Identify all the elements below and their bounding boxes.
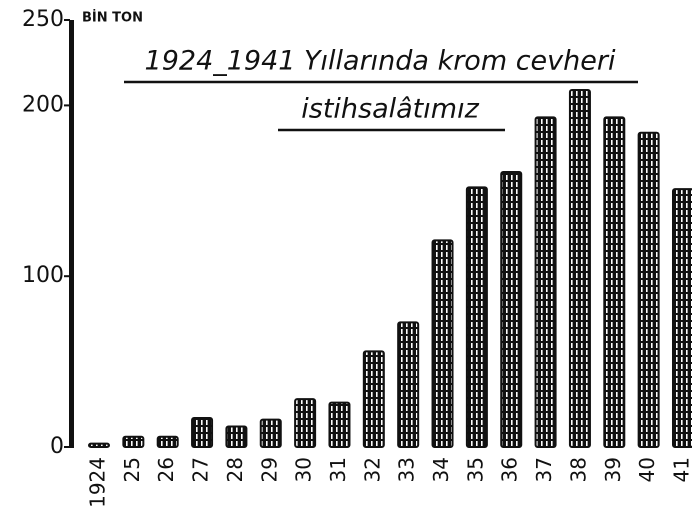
bar: [465, 186, 488, 448]
y-tick-label: 0: [50, 434, 64, 459]
bar: [637, 131, 660, 448]
x-tick-label: 38: [566, 457, 590, 482]
bar: [362, 350, 385, 448]
x-tick-label: 29: [257, 457, 281, 482]
bar: [431, 239, 454, 448]
bar: [259, 418, 282, 448]
x-tick-label: 27: [189, 457, 213, 482]
y-tick-label: 200: [22, 92, 64, 117]
bar: [603, 116, 626, 449]
x-tick-label: 28: [223, 457, 247, 482]
bar: [397, 321, 420, 449]
y-axis: [69, 20, 74, 448]
bar: [672, 188, 692, 448]
bar: [294, 398, 317, 448]
x-tick-label: 40: [635, 457, 659, 482]
bar: [500, 171, 523, 448]
x-tick-label: 31: [326, 457, 350, 482]
bar: [568, 89, 591, 448]
x-tick-label: 39: [601, 457, 625, 482]
x-tick-label: 33: [395, 457, 419, 482]
x-tick-label: 36: [498, 457, 522, 482]
x-tick-label: 25: [120, 457, 144, 482]
bar: [328, 401, 351, 449]
x-tick-label: 30: [292, 457, 316, 482]
y-tick-label: 100: [22, 263, 64, 288]
x-tick-label: 41: [670, 457, 692, 482]
x-tick-label: 32: [360, 457, 384, 482]
bar: [156, 435, 179, 449]
y-axis-label: BİN TON: [82, 10, 143, 26]
x-tick-label: 37: [532, 457, 556, 482]
bar: [191, 416, 214, 448]
x-tick-label: 1924: [86, 457, 110, 508]
chart-title: 1924_1941 Yıllarında krom cevheri: [145, 46, 616, 77]
y-tick-label: 250: [22, 7, 64, 32]
bar: [88, 442, 110, 449]
bar: [225, 425, 248, 448]
bar: [534, 116, 557, 449]
chart-title: istihsalâtımız: [301, 94, 479, 125]
bar: [122, 435, 145, 449]
x-tick-label: 34: [429, 457, 453, 482]
x-tick-label: 26: [154, 457, 178, 482]
x-tick-label: 35: [463, 457, 487, 482]
